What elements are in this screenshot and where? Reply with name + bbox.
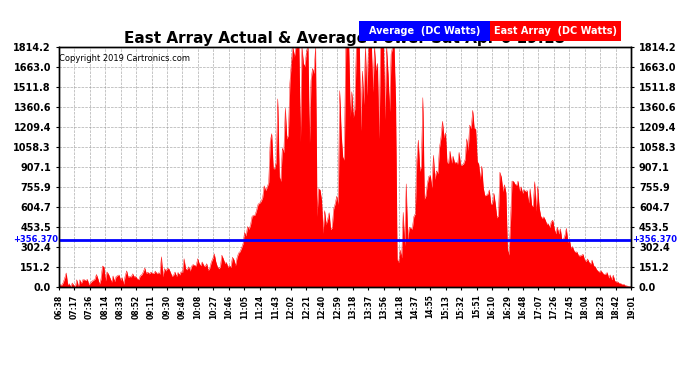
Text: East Array  (DC Watts): East Array (DC Watts) bbox=[494, 26, 617, 36]
Text: Copyright 2019 Cartronics.com: Copyright 2019 Cartronics.com bbox=[59, 54, 190, 63]
Text: Average  (DC Watts): Average (DC Watts) bbox=[368, 26, 480, 36]
Text: +356.370: +356.370 bbox=[13, 235, 58, 244]
Text: +356.370: +356.370 bbox=[632, 235, 677, 244]
Title: East Array Actual & Average Power Sat Apr 6 19:18: East Array Actual & Average Power Sat Ap… bbox=[124, 31, 566, 46]
